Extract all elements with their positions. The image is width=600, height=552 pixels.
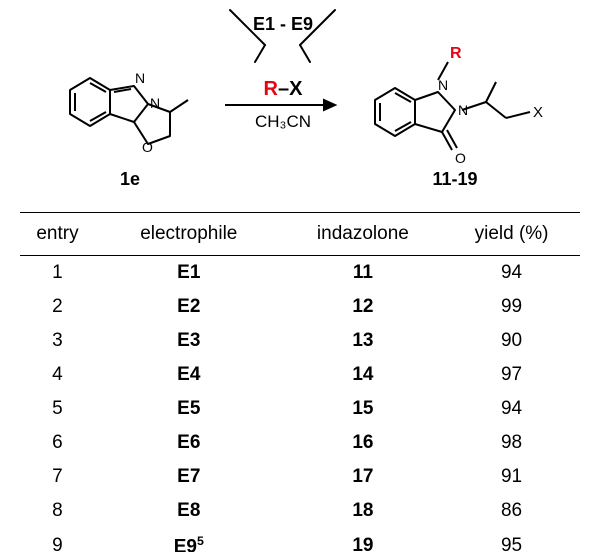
table-row: 9 E95 19 95 [20,528,580,552]
cell-yield: 90 [443,324,580,358]
cell-yield: 94 [443,392,580,426]
cell-electrophile: E7 [95,460,283,494]
cell-indazolone: 13 [283,324,443,358]
cell-electrophile: E3 [95,324,283,358]
svg-text:N: N [135,70,145,86]
figure-page: E1 - E9 R–X CH₃CN N [0,0,600,552]
table-body: 1 E1 11 94 2 E2 12 99 3 E3 13 90 [20,256,580,552]
reaction-scheme: E1 - E9 R–X CH₃CN N [0,0,600,210]
table-row: 5 E5 15 94 [20,392,580,426]
cell-entry: 1 [20,256,95,291]
cell-electrophile: E95 [95,528,283,552]
cell-entry: 5 [20,392,95,426]
cell-indazolone: 19 [283,528,443,552]
results-table-wrap: entry electrophile indazolone yield (%) … [0,212,600,552]
solvent-label: CH₃CN [255,112,311,131]
col-header-entry: entry [20,213,95,256]
cell-entry: 2 [20,290,95,324]
cell-electrophile: E2 [95,290,283,324]
table-row: 2 E2 12 99 [20,290,580,324]
cell-yield: 98 [443,426,580,460]
svg-text:O: O [142,139,153,155]
cell-entry: 9 [20,528,95,552]
cell-yield: 99 [443,290,580,324]
cell-entry: 3 [20,324,95,358]
cell-electrophile: E5 [95,392,283,426]
scheme-svg: E1 - E9 R–X CH₃CN N [0,0,600,210]
col-header-indazolone: indazolone [283,213,443,256]
reaction-arrow [225,100,335,110]
cell-indazolone: 12 [283,290,443,324]
product-label: 11-19 [432,169,477,189]
svg-text:O: O [455,150,466,166]
cell-yield: 95 [443,528,580,552]
table-row: 3 E3 13 90 [20,324,580,358]
cell-yield: 91 [443,460,580,494]
reagent-range-label: E1 - E9 [253,14,313,34]
cell-entry: 8 [20,494,95,528]
product-R-label: R [450,45,462,62]
cell-electrophile: E1 [95,256,283,291]
start-material-label: 1e [120,169,140,189]
cell-electrophile: E4 [95,358,283,392]
cell-yield: 97 [443,358,580,392]
cell-indazolone: 16 [283,426,443,460]
product: N N O R X [375,45,543,166]
starting-material: N N O [70,70,188,155]
cell-entry: 4 [20,358,95,392]
cell-yield: 94 [443,256,580,291]
cell-indazolone: 18 [283,494,443,528]
table-row: 4 E4 14 97 [20,358,580,392]
cell-indazolone: 14 [283,358,443,392]
table-row: 1 E1 11 94 [20,256,580,291]
rx-R: R [264,78,279,100]
rx-X: X [289,78,303,100]
svg-text:X: X [533,104,543,121]
col-header-electrophile: electrophile [95,213,283,256]
cell-indazolone: 17 [283,460,443,494]
svg-text:N: N [438,77,448,93]
cell-entry: 7 [20,460,95,494]
cell-indazolone: 15 [283,392,443,426]
rx-label: R–X [264,78,304,100]
table-row: 7 E7 17 91 [20,460,580,494]
rx-dash: – [278,78,289,100]
table-row: 8 E8 18 86 [20,494,580,528]
table-header: entry electrophile indazolone yield (%) [20,213,580,256]
cell-yield: 86 [443,494,580,528]
cell-electrophile: E8 [95,494,283,528]
col-header-yield: yield (%) [443,213,580,256]
table-row: 6 E6 16 98 [20,426,580,460]
cell-entry: 6 [20,426,95,460]
cell-indazolone: 11 [283,256,443,291]
cell-electrophile: E6 [95,426,283,460]
results-table: entry electrophile indazolone yield (%) … [20,212,580,552]
